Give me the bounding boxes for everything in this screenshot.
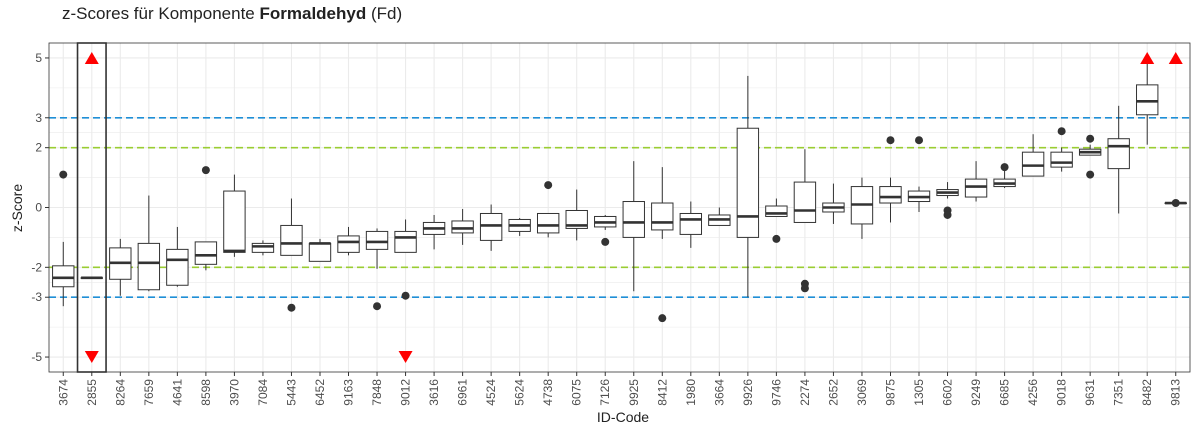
outlier-point bbox=[915, 136, 923, 144]
x-tick-label: 3616 bbox=[427, 379, 441, 406]
box-iqr bbox=[224, 191, 245, 252]
box-iqr bbox=[281, 225, 302, 255]
y-tick-label: -3 bbox=[31, 290, 42, 304]
box-iqr bbox=[138, 243, 159, 289]
y-tick-label: 2 bbox=[35, 141, 42, 155]
x-tick-label: 9018 bbox=[1055, 379, 1069, 406]
box-iqr bbox=[1137, 85, 1158, 115]
x-tick-label: 1305 bbox=[912, 379, 926, 406]
outlier-point bbox=[402, 292, 410, 300]
outlier-point bbox=[601, 238, 609, 246]
y-tick-label: -2 bbox=[31, 260, 42, 274]
x-tick-label: 7659 bbox=[142, 379, 156, 406]
y-tick-label: -5 bbox=[31, 350, 42, 364]
x-tick-label: 2274 bbox=[798, 379, 812, 406]
y-axis-title: z-Score bbox=[9, 184, 25, 232]
box-iqr bbox=[766, 206, 787, 216]
x-tick-label: 2855 bbox=[85, 379, 99, 406]
x-tick-label: 8412 bbox=[655, 379, 669, 406]
box-iqr bbox=[794, 182, 815, 222]
outlier-point bbox=[202, 166, 210, 174]
box-iqr bbox=[737, 128, 758, 237]
x-tick-label: 9012 bbox=[399, 379, 413, 406]
x-tick-label: 5443 bbox=[284, 379, 298, 406]
box-iqr bbox=[880, 187, 901, 203]
x-tick-label: 5624 bbox=[513, 379, 527, 406]
y-tick-label: 5 bbox=[35, 51, 42, 65]
box-iqr bbox=[537, 213, 558, 232]
x-tick-label: 9746 bbox=[769, 379, 783, 406]
box-6452 bbox=[309, 239, 330, 261]
box-iqr bbox=[652, 203, 673, 230]
outlier-point bbox=[944, 211, 952, 219]
x-tick-label: 6961 bbox=[456, 379, 470, 406]
box-iqr bbox=[195, 242, 216, 264]
outlier-point bbox=[59, 171, 67, 179]
x-tick-label: 9163 bbox=[342, 379, 356, 406]
y-tick-label: 3 bbox=[35, 111, 42, 125]
x-tick-label: 9249 bbox=[969, 379, 983, 406]
outlier-point bbox=[287, 304, 295, 312]
outlier-point bbox=[801, 284, 809, 292]
box-iqr bbox=[395, 231, 416, 252]
x-tick-label: 3664 bbox=[712, 379, 726, 406]
box-iqr bbox=[623, 202, 644, 238]
outlier-point bbox=[544, 181, 552, 189]
x-tick-label: 3674 bbox=[56, 379, 70, 406]
x-tick-label: 8264 bbox=[113, 379, 127, 406]
box-iqr bbox=[452, 221, 473, 233]
x-tick-label: 8482 bbox=[1140, 379, 1154, 406]
box-iqr bbox=[680, 213, 701, 234]
x-tick-label: 4256 bbox=[1026, 379, 1040, 406]
outlier-point bbox=[886, 136, 894, 144]
outlier-point bbox=[1001, 163, 1009, 171]
x-tick-label: 4524 bbox=[484, 379, 498, 406]
x-tick-label: 6602 bbox=[941, 379, 955, 406]
x-tick-label: 7084 bbox=[256, 379, 270, 406]
x-tick-label: 1980 bbox=[684, 379, 698, 406]
x-tick-label: 4738 bbox=[541, 379, 555, 406]
outlier-point bbox=[772, 235, 780, 243]
box-iqr bbox=[338, 236, 359, 252]
box-iqr bbox=[1108, 139, 1129, 169]
x-tick-label: 7126 bbox=[598, 379, 612, 406]
box-iqr bbox=[1051, 152, 1072, 167]
box-iqr bbox=[309, 243, 330, 261]
box-iqr bbox=[965, 179, 986, 197]
x-tick-label: 7351 bbox=[1112, 379, 1126, 406]
box-iqr bbox=[480, 213, 501, 240]
outlier-point bbox=[1058, 127, 1066, 135]
x-tick-label: 3970 bbox=[227, 379, 241, 406]
box-iqr bbox=[1022, 152, 1043, 176]
x-tick-label: 2652 bbox=[826, 379, 840, 406]
outlier-point bbox=[373, 302, 381, 310]
x-tick-label: 9631 bbox=[1083, 379, 1097, 406]
outlier-point bbox=[1086, 135, 1094, 143]
x-tick-label: 9875 bbox=[883, 379, 897, 406]
x-tick-label: 7848 bbox=[370, 379, 384, 406]
outlier-point bbox=[1086, 171, 1094, 179]
y-tick-label: 0 bbox=[35, 201, 42, 215]
x-tick-label: 9925 bbox=[627, 379, 641, 406]
box-iqr bbox=[252, 243, 273, 252]
x-tick-label: 8598 bbox=[199, 379, 213, 406]
outlier-point bbox=[1172, 199, 1180, 207]
box-iqr bbox=[53, 266, 74, 287]
x-axis-title: ID-Code bbox=[597, 409, 649, 425]
x-tick-label: 4641 bbox=[170, 379, 184, 406]
x-tick-label: 9926 bbox=[741, 379, 755, 406]
x-tick-label: 3069 bbox=[855, 379, 869, 406]
x-tick-label: 9813 bbox=[1169, 379, 1183, 406]
x-tick-label: 6452 bbox=[313, 379, 327, 406]
x-tick-label: 6685 bbox=[998, 379, 1012, 406]
outlier-point bbox=[658, 314, 666, 322]
x-tick-label: 6075 bbox=[570, 379, 584, 406]
box-iqr bbox=[167, 249, 188, 285]
box-iqr bbox=[366, 231, 387, 249]
